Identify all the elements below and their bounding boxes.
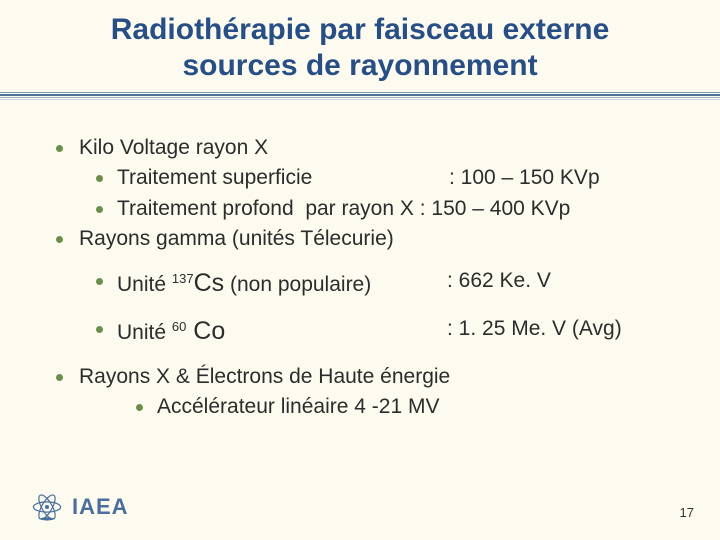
label-value-pair: Traitement superficie : 100 – 150 KVp xyxy=(117,164,680,192)
mass-number: 60 xyxy=(172,319,186,334)
bullet-icon xyxy=(56,145,63,152)
bullet-gamma: Rayons gamma (unités Télecurie) xyxy=(56,225,680,253)
page-number: 17 xyxy=(680,505,694,520)
bullet-icon xyxy=(136,404,143,411)
bullet-kilovoltage: Kilo Voltage rayon X xyxy=(56,134,680,162)
value: : 1. 25 Me. V (Avg) xyxy=(447,315,622,349)
footer: IAEA 17 xyxy=(0,480,720,540)
label-value-pair: Traitement profond par rayon X : 150 – 4… xyxy=(117,195,680,223)
bullet-text: Rayons gamma (unités Télecurie) xyxy=(79,225,394,253)
content: Kilo Voltage rayon X Traitement superfic… xyxy=(0,100,720,422)
bullet-linac: Accélérateur linéaire 4 -21 MV xyxy=(56,393,680,421)
title-line-1: Radiothérapie par faisceau externe xyxy=(111,13,610,46)
bullet-profond: Traitement profond par rayon X : 150 – 4… xyxy=(56,195,680,223)
bullet-icon xyxy=(96,175,103,182)
bullet-icon xyxy=(96,278,103,285)
value: : 150 – 400 KVp xyxy=(420,195,571,223)
label-value-pair: Unité 60 Co : 1. 25 Me. V (Avg) xyxy=(117,315,680,349)
slide-title: Radiothérapie par faisceau externe sourc… xyxy=(40,12,680,84)
divider xyxy=(0,92,720,100)
bullet-co60: Unité 60 Co : 1. 25 Me. V (Avg) xyxy=(56,315,680,349)
bullet-icon xyxy=(96,326,103,333)
bullet-cs137: Unité 137Cs (non populaire) : 662 Ke. V xyxy=(56,267,680,301)
bullet-superficie: Traitement superficie : 100 – 150 KVp xyxy=(56,164,680,192)
label: Traitement profond par rayon X xyxy=(117,195,420,223)
bullet-text: Kilo Voltage rayon X xyxy=(79,134,268,162)
value: : 662 Ke. V xyxy=(447,267,551,301)
atom-icon xyxy=(30,490,64,524)
label-value-pair: Unité 137Cs (non populaire) : 662 Ke. V xyxy=(117,267,680,301)
label: Traitement superficie xyxy=(117,164,449,192)
bullet-high-energy: Rayons X & Électrons de Haute énergie xyxy=(56,363,680,391)
iaea-logo: IAEA xyxy=(30,490,129,524)
bullet-icon xyxy=(56,236,63,243)
slide: Radiothérapie par faisceau externe sourc… xyxy=(0,0,720,540)
bullet-icon xyxy=(56,374,63,381)
title-area: Radiothérapie par faisceau externe sourc… xyxy=(0,0,720,90)
label: Unité 137Cs (non populaire) xyxy=(117,267,447,301)
title-line-2: sources de rayonnement xyxy=(182,49,537,82)
logo-text: IAEA xyxy=(72,494,129,520)
element-symbol: Co xyxy=(186,317,225,345)
bullet-text: Accélérateur linéaire 4 -21 MV xyxy=(157,393,439,421)
element-symbol: Cs xyxy=(194,269,225,297)
mass-number: 137 xyxy=(172,271,194,286)
bullet-icon xyxy=(96,206,103,213)
bullet-text: Rayons X & Électrons de Haute énergie xyxy=(79,363,450,391)
value: : 100 – 150 KVp xyxy=(449,164,600,192)
label: Unité 60 Co xyxy=(117,315,447,349)
